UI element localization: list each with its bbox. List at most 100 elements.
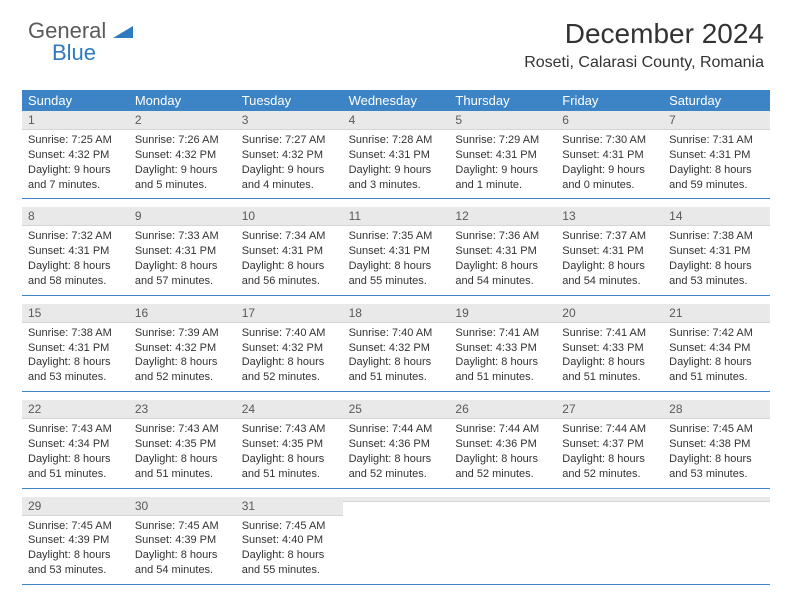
sunset-text: Sunset: 4:31 PM [562, 244, 657, 259]
day-body: Sunrise: 7:44 AMSunset: 4:37 PMDaylight:… [556, 419, 663, 487]
daylight-text: Daylight: 8 hours and 51 minutes. [28, 452, 123, 482]
sunset-text: Sunset: 4:40 PM [242, 533, 337, 548]
day-number: 26 [449, 400, 556, 419]
week-row: 8Sunrise: 7:32 AMSunset: 4:31 PMDaylight… [22, 207, 770, 295]
sunset-text: Sunset: 4:32 PM [242, 341, 337, 356]
week-spacer [22, 296, 770, 304]
daylight-text: Daylight: 8 hours and 53 minutes. [669, 259, 764, 289]
brand-logo: General Blue [28, 18, 133, 66]
sunrise-text: Sunrise: 7:33 AM [135, 229, 230, 244]
day-body: Sunrise: 7:35 AMSunset: 4:31 PMDaylight:… [343, 226, 450, 294]
day-number: 21 [663, 304, 770, 323]
brand-triangle-icon [113, 25, 133, 42]
sunset-text: Sunset: 4:31 PM [135, 244, 230, 259]
daylight-text: Daylight: 8 hours and 56 minutes. [242, 259, 337, 289]
sunrise-text: Sunrise: 7:45 AM [135, 519, 230, 534]
day-body: Sunrise: 7:36 AMSunset: 4:31 PMDaylight:… [449, 226, 556, 294]
day-cell: 24Sunrise: 7:43 AMSunset: 4:35 PMDayligh… [236, 400, 343, 487]
day-cell: 30Sunrise: 7:45 AMSunset: 4:39 PMDayligh… [129, 497, 236, 584]
day-body: Sunrise: 7:38 AMSunset: 4:31 PMDaylight:… [663, 226, 770, 294]
day-number: 16 [129, 304, 236, 323]
day-cell: 13Sunrise: 7:37 AMSunset: 4:31 PMDayligh… [556, 207, 663, 294]
daylight-text: Daylight: 9 hours and 3 minutes. [349, 163, 444, 193]
day-body: Sunrise: 7:30 AMSunset: 4:31 PMDaylight:… [556, 130, 663, 198]
sunrise-text: Sunrise: 7:38 AM [669, 229, 764, 244]
sunrise-text: Sunrise: 7:30 AM [562, 133, 657, 148]
daylight-text: Daylight: 8 hours and 51 minutes. [135, 452, 230, 482]
sunset-text: Sunset: 4:37 PM [562, 437, 657, 452]
sunset-text: Sunset: 4:32 PM [242, 148, 337, 163]
brand-part2: Blue [52, 40, 96, 66]
sunset-text: Sunset: 4:31 PM [669, 244, 764, 259]
title-block: December 2024 Roseti, Calarasi County, R… [524, 18, 764, 72]
sunrise-text: Sunrise: 7:43 AM [28, 422, 123, 437]
sunrise-text: Sunrise: 7:43 AM [242, 422, 337, 437]
weekday-thursday: Thursday [449, 90, 556, 111]
sunrise-text: Sunrise: 7:40 AM [349, 326, 444, 341]
sunset-text: Sunset: 4:31 PM [669, 148, 764, 163]
daylight-text: Daylight: 8 hours and 53 minutes. [28, 548, 123, 578]
sunset-text: Sunset: 4:38 PM [669, 437, 764, 452]
weekday-monday: Monday [129, 90, 236, 111]
day-number: 17 [236, 304, 343, 323]
calendar: Sunday Monday Tuesday Wednesday Thursday… [22, 90, 770, 585]
week-row: 1Sunrise: 7:25 AMSunset: 4:32 PMDaylight… [22, 111, 770, 199]
day-cell [449, 497, 556, 584]
day-number: 6 [556, 111, 663, 130]
sunrise-text: Sunrise: 7:36 AM [455, 229, 550, 244]
day-body: Sunrise: 7:44 AMSunset: 4:36 PMDaylight:… [343, 419, 450, 487]
weekday-sunday: Sunday [22, 90, 129, 111]
day-body: Sunrise: 7:45 AMSunset: 4:39 PMDaylight:… [129, 516, 236, 584]
week-row: 22Sunrise: 7:43 AMSunset: 4:34 PMDayligh… [22, 400, 770, 488]
day-body: Sunrise: 7:41 AMSunset: 4:33 PMDaylight:… [556, 323, 663, 391]
sunset-text: Sunset: 4:31 PM [562, 148, 657, 163]
day-body: Sunrise: 7:31 AMSunset: 4:31 PMDaylight:… [663, 130, 770, 198]
day-number [343, 497, 450, 502]
day-cell: 27Sunrise: 7:44 AMSunset: 4:37 PMDayligh… [556, 400, 663, 487]
day-number: 24 [236, 400, 343, 419]
day-number: 12 [449, 207, 556, 226]
day-cell: 10Sunrise: 7:34 AMSunset: 4:31 PMDayligh… [236, 207, 343, 294]
day-number: 22 [22, 400, 129, 419]
day-cell: 17Sunrise: 7:40 AMSunset: 4:32 PMDayligh… [236, 304, 343, 391]
daylight-text: Daylight: 8 hours and 53 minutes. [28, 355, 123, 385]
day-body: Sunrise: 7:44 AMSunset: 4:36 PMDaylight:… [449, 419, 556, 487]
day-cell: 3Sunrise: 7:27 AMSunset: 4:32 PMDaylight… [236, 111, 343, 198]
daylight-text: Daylight: 8 hours and 51 minutes. [562, 355, 657, 385]
sunset-text: Sunset: 4:32 PM [135, 341, 230, 356]
sunrise-text: Sunrise: 7:41 AM [455, 326, 550, 341]
day-body: Sunrise: 7:42 AMSunset: 4:34 PMDaylight:… [663, 323, 770, 391]
weeks-container: 1Sunrise: 7:25 AMSunset: 4:32 PMDaylight… [22, 111, 770, 585]
day-number: 23 [129, 400, 236, 419]
day-number: 19 [449, 304, 556, 323]
day-cell: 7Sunrise: 7:31 AMSunset: 4:31 PMDaylight… [663, 111, 770, 198]
sunrise-text: Sunrise: 7:39 AM [135, 326, 230, 341]
day-number: 27 [556, 400, 663, 419]
daylight-text: Daylight: 8 hours and 52 minutes. [135, 355, 230, 385]
sunrise-text: Sunrise: 7:42 AM [669, 326, 764, 341]
sunset-text: Sunset: 4:32 PM [349, 341, 444, 356]
day-body: Sunrise: 7:34 AMSunset: 4:31 PMDaylight:… [236, 226, 343, 294]
day-cell: 15Sunrise: 7:38 AMSunset: 4:31 PMDayligh… [22, 304, 129, 391]
day-body: Sunrise: 7:45 AMSunset: 4:39 PMDaylight:… [22, 516, 129, 584]
daylight-text: Daylight: 8 hours and 51 minutes. [349, 355, 444, 385]
day-cell [663, 497, 770, 584]
day-number: 15 [22, 304, 129, 323]
weekday-wednesday: Wednesday [343, 90, 450, 111]
month-title: December 2024 [524, 18, 764, 50]
day-cell: 28Sunrise: 7:45 AMSunset: 4:38 PMDayligh… [663, 400, 770, 487]
day-number [449, 497, 556, 502]
daylight-text: Daylight: 8 hours and 52 minutes. [242, 355, 337, 385]
day-body: Sunrise: 7:38 AMSunset: 4:31 PMDaylight:… [22, 323, 129, 391]
sunset-text: Sunset: 4:35 PM [135, 437, 230, 452]
sunrise-text: Sunrise: 7:35 AM [349, 229, 444, 244]
daylight-text: Daylight: 8 hours and 51 minutes. [242, 452, 337, 482]
day-cell: 26Sunrise: 7:44 AMSunset: 4:36 PMDayligh… [449, 400, 556, 487]
sunrise-text: Sunrise: 7:44 AM [349, 422, 444, 437]
daylight-text: Daylight: 8 hours and 53 minutes. [669, 452, 764, 482]
sunrise-text: Sunrise: 7:45 AM [242, 519, 337, 534]
sunrise-text: Sunrise: 7:41 AM [562, 326, 657, 341]
day-cell: 11Sunrise: 7:35 AMSunset: 4:31 PMDayligh… [343, 207, 450, 294]
day-body: Sunrise: 7:43 AMSunset: 4:35 PMDaylight:… [236, 419, 343, 487]
weekday-saturday: Saturday [663, 90, 770, 111]
